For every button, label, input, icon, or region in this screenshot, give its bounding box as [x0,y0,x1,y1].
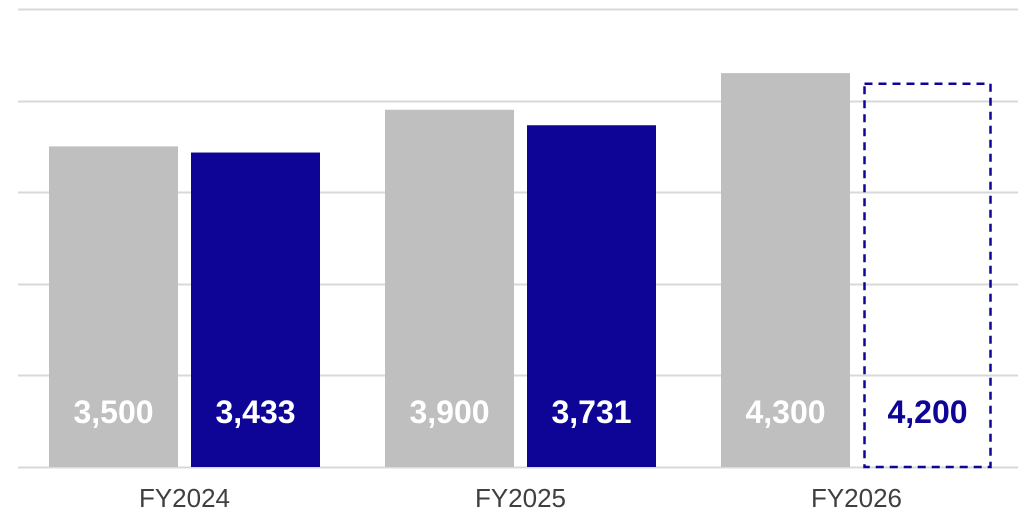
gridlines [18,8,1018,469]
value-labels: 3,500 3,433 3,900 3,731 4,300 4,200 [73,394,967,430]
data-label: 4,200 [887,394,967,430]
bar-fy2025-2 [527,125,656,467]
data-label: 3,731 [551,394,631,430]
data-label: 3,433 [215,394,295,430]
data-label: 3,900 [409,394,489,430]
bars [49,73,992,469]
bar-outline-fy2026 [863,82,992,469]
x-axis: FY2024 FY2025 FY2026 [139,483,902,513]
x-tick-label: FY2025 [475,483,566,513]
bar-fy2025-1 [385,109,514,467]
data-label: 4,300 [745,394,825,430]
bar-fy2026-1 [721,73,850,468]
data-label: 3,500 [73,394,153,430]
bar-fy2024-1 [49,146,178,467]
x-tick-label: FY2026 [811,483,902,513]
bar-fy2024-2 [191,152,320,467]
x-tick-label: FY2024 [139,483,230,513]
